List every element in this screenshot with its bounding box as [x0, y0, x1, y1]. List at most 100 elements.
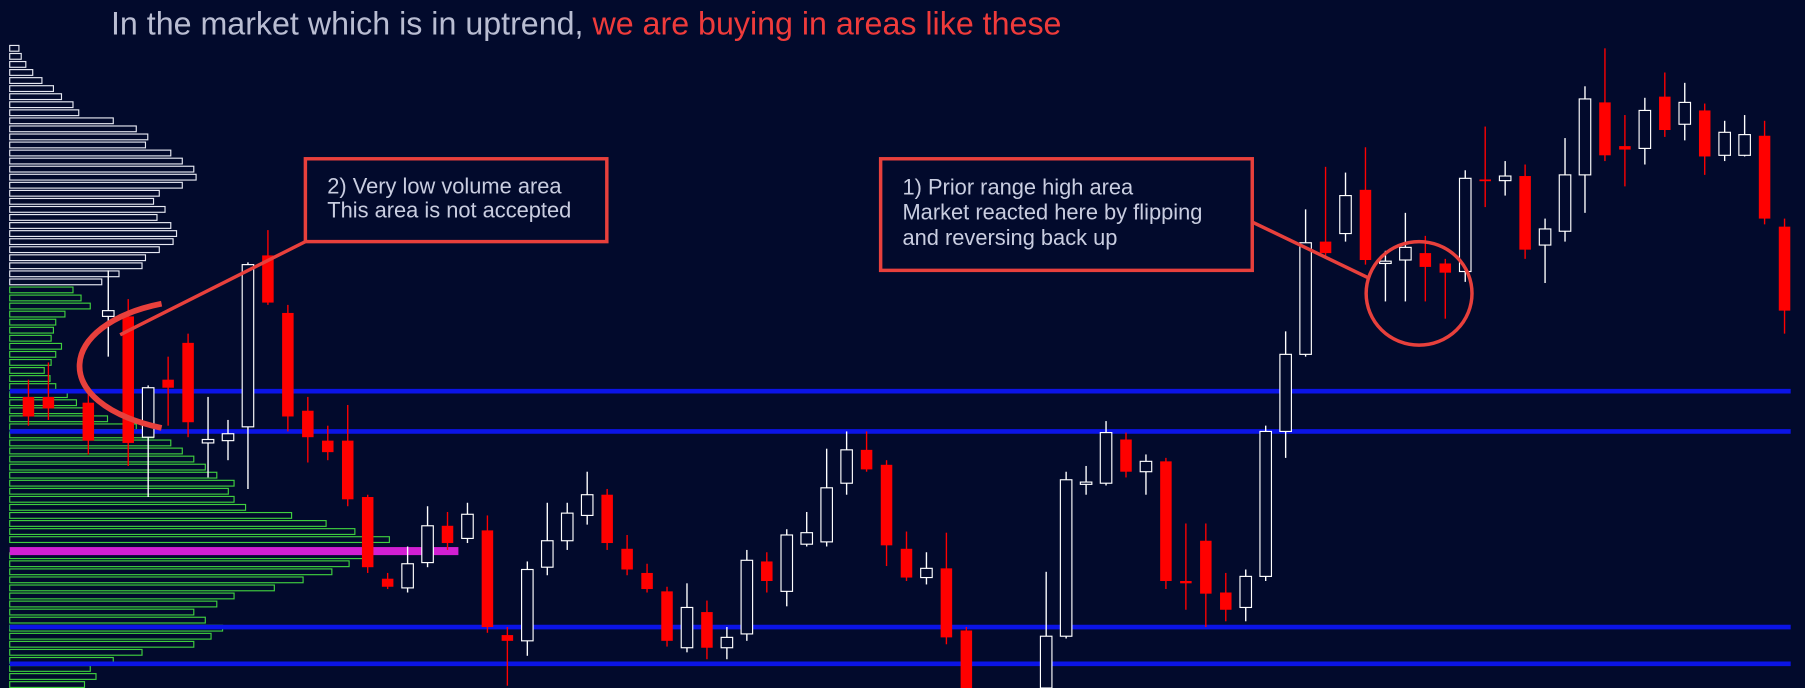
- annotation-connector: [119, 240, 307, 337]
- volume-bar: [9, 302, 91, 310]
- candle-body: [361, 497, 374, 568]
- candle-body: [1139, 460, 1153, 473]
- levels: [9, 388, 1791, 667]
- volume-bar: [9, 463, 206, 471]
- candle-body: [621, 548, 633, 570]
- candle-body: [1059, 479, 1073, 637]
- candle-body: [540, 540, 554, 568]
- candle-body: [1039, 635, 1053, 688]
- volume-bar: [9, 592, 235, 600]
- volume-bar: [9, 479, 235, 487]
- volume-bar: [9, 568, 333, 576]
- volume-bar: [9, 101, 74, 109]
- volume-bar: [9, 528, 356, 535]
- candle-body: [820, 487, 833, 543]
- volume-bar: [9, 487, 229, 495]
- volume-bar: [9, 415, 109, 423]
- volume-bar: [9, 455, 195, 463]
- volume-bar: [9, 205, 166, 213]
- volume-bar: [9, 576, 304, 584]
- candle-body: [241, 264, 255, 428]
- volume-bar: [9, 673, 97, 680]
- candle-body: [780, 534, 794, 592]
- candle-body: [740, 559, 754, 635]
- annotation-text: 1) Prior range high area: [903, 174, 1135, 199]
- candle-body: [1638, 109, 1652, 149]
- title-part: In the market which is in uptrend,: [111, 6, 593, 42]
- candles: [22, 48, 1791, 688]
- volume-bar: [9, 181, 183, 189]
- volume-bar: [9, 213, 158, 221]
- candle-body: [1698, 110, 1711, 157]
- candle-body: [1558, 174, 1572, 232]
- candle-body: [1458, 177, 1472, 273]
- volume-bar: [9, 342, 63, 350]
- volume-bar: [9, 157, 183, 165]
- candle-body: [1778, 226, 1791, 311]
- volume-bar: [9, 125, 137, 133]
- candle-body: [381, 578, 394, 587]
- candle-body: [1180, 581, 1192, 584]
- highlight-circle: [1364, 239, 1474, 347]
- volume-bar: [9, 511, 293, 519]
- candle-body: [601, 494, 613, 544]
- volume-bar: [9, 44, 20, 52]
- candle-body: [720, 636, 734, 649]
- candle-body: [22, 396, 35, 417]
- volume-bar: [9, 608, 195, 616]
- candle-body: [1120, 439, 1132, 472]
- candle-body: [1578, 98, 1592, 176]
- candle-body: [1738, 134, 1751, 156]
- candle-body: [521, 568, 534, 642]
- volume-bar: [9, 584, 275, 592]
- annotation-text: This area is not accepted: [327, 197, 571, 222]
- volume-bar: [9, 326, 55, 334]
- candle-body: [1519, 176, 1531, 250]
- volume-bar: [9, 270, 120, 278]
- candle-body: [1339, 195, 1352, 235]
- volume-bar: [9, 367, 45, 374]
- candle-body: [701, 612, 713, 648]
- volume-bar: [9, 600, 218, 608]
- candle-body: [341, 440, 354, 500]
- candle-body: [1200, 540, 1212, 594]
- volume-bar: [9, 93, 63, 101]
- candle-body: [1678, 101, 1692, 125]
- candle-body: [1758, 135, 1771, 219]
- candle-body: [860, 449, 873, 470]
- volume-bar: [9, 77, 43, 84]
- volume-bar: [9, 358, 52, 366]
- volume-profile: [9, 44, 459, 688]
- candle-body: [1079, 481, 1093, 485]
- volume-bar: [9, 238, 174, 246]
- candle-body: [401, 563, 414, 589]
- candle-body: [122, 316, 134, 443]
- annotation-text: 2) Very low volume area: [327, 173, 562, 198]
- candle-body: [1299, 242, 1312, 355]
- volume-bar: [9, 246, 160, 254]
- candle-body: [880, 464, 893, 546]
- candle-body: [1619, 146, 1631, 150]
- candle-body: [920, 567, 933, 579]
- candle-body: [282, 312, 294, 417]
- volume-bar: [9, 632, 212, 640]
- annotation-text: and reversing back up: [903, 225, 1118, 250]
- candle-body: [1599, 102, 1611, 156]
- volume-bar: [9, 536, 390, 544]
- candle-body: [1399, 246, 1412, 261]
- volume-bar: [9, 560, 350, 568]
- candle-body: [302, 410, 314, 438]
- candle-body: [641, 572, 653, 590]
- candle-body: [800, 532, 814, 545]
- candle-body: [1279, 353, 1292, 433]
- candle-body: [1319, 241, 1332, 254]
- candle-body: [1479, 179, 1491, 182]
- candle-body: [441, 525, 454, 544]
- chart-title: In the market which is in uptrend, we ar…: [111, 6, 1062, 42]
- candle-body: [481, 530, 494, 628]
- volume-bar: [9, 197, 155, 205]
- candle-body: [182, 342, 194, 423]
- volume-bar: [9, 447, 183, 455]
- volume-bar: [9, 294, 82, 302]
